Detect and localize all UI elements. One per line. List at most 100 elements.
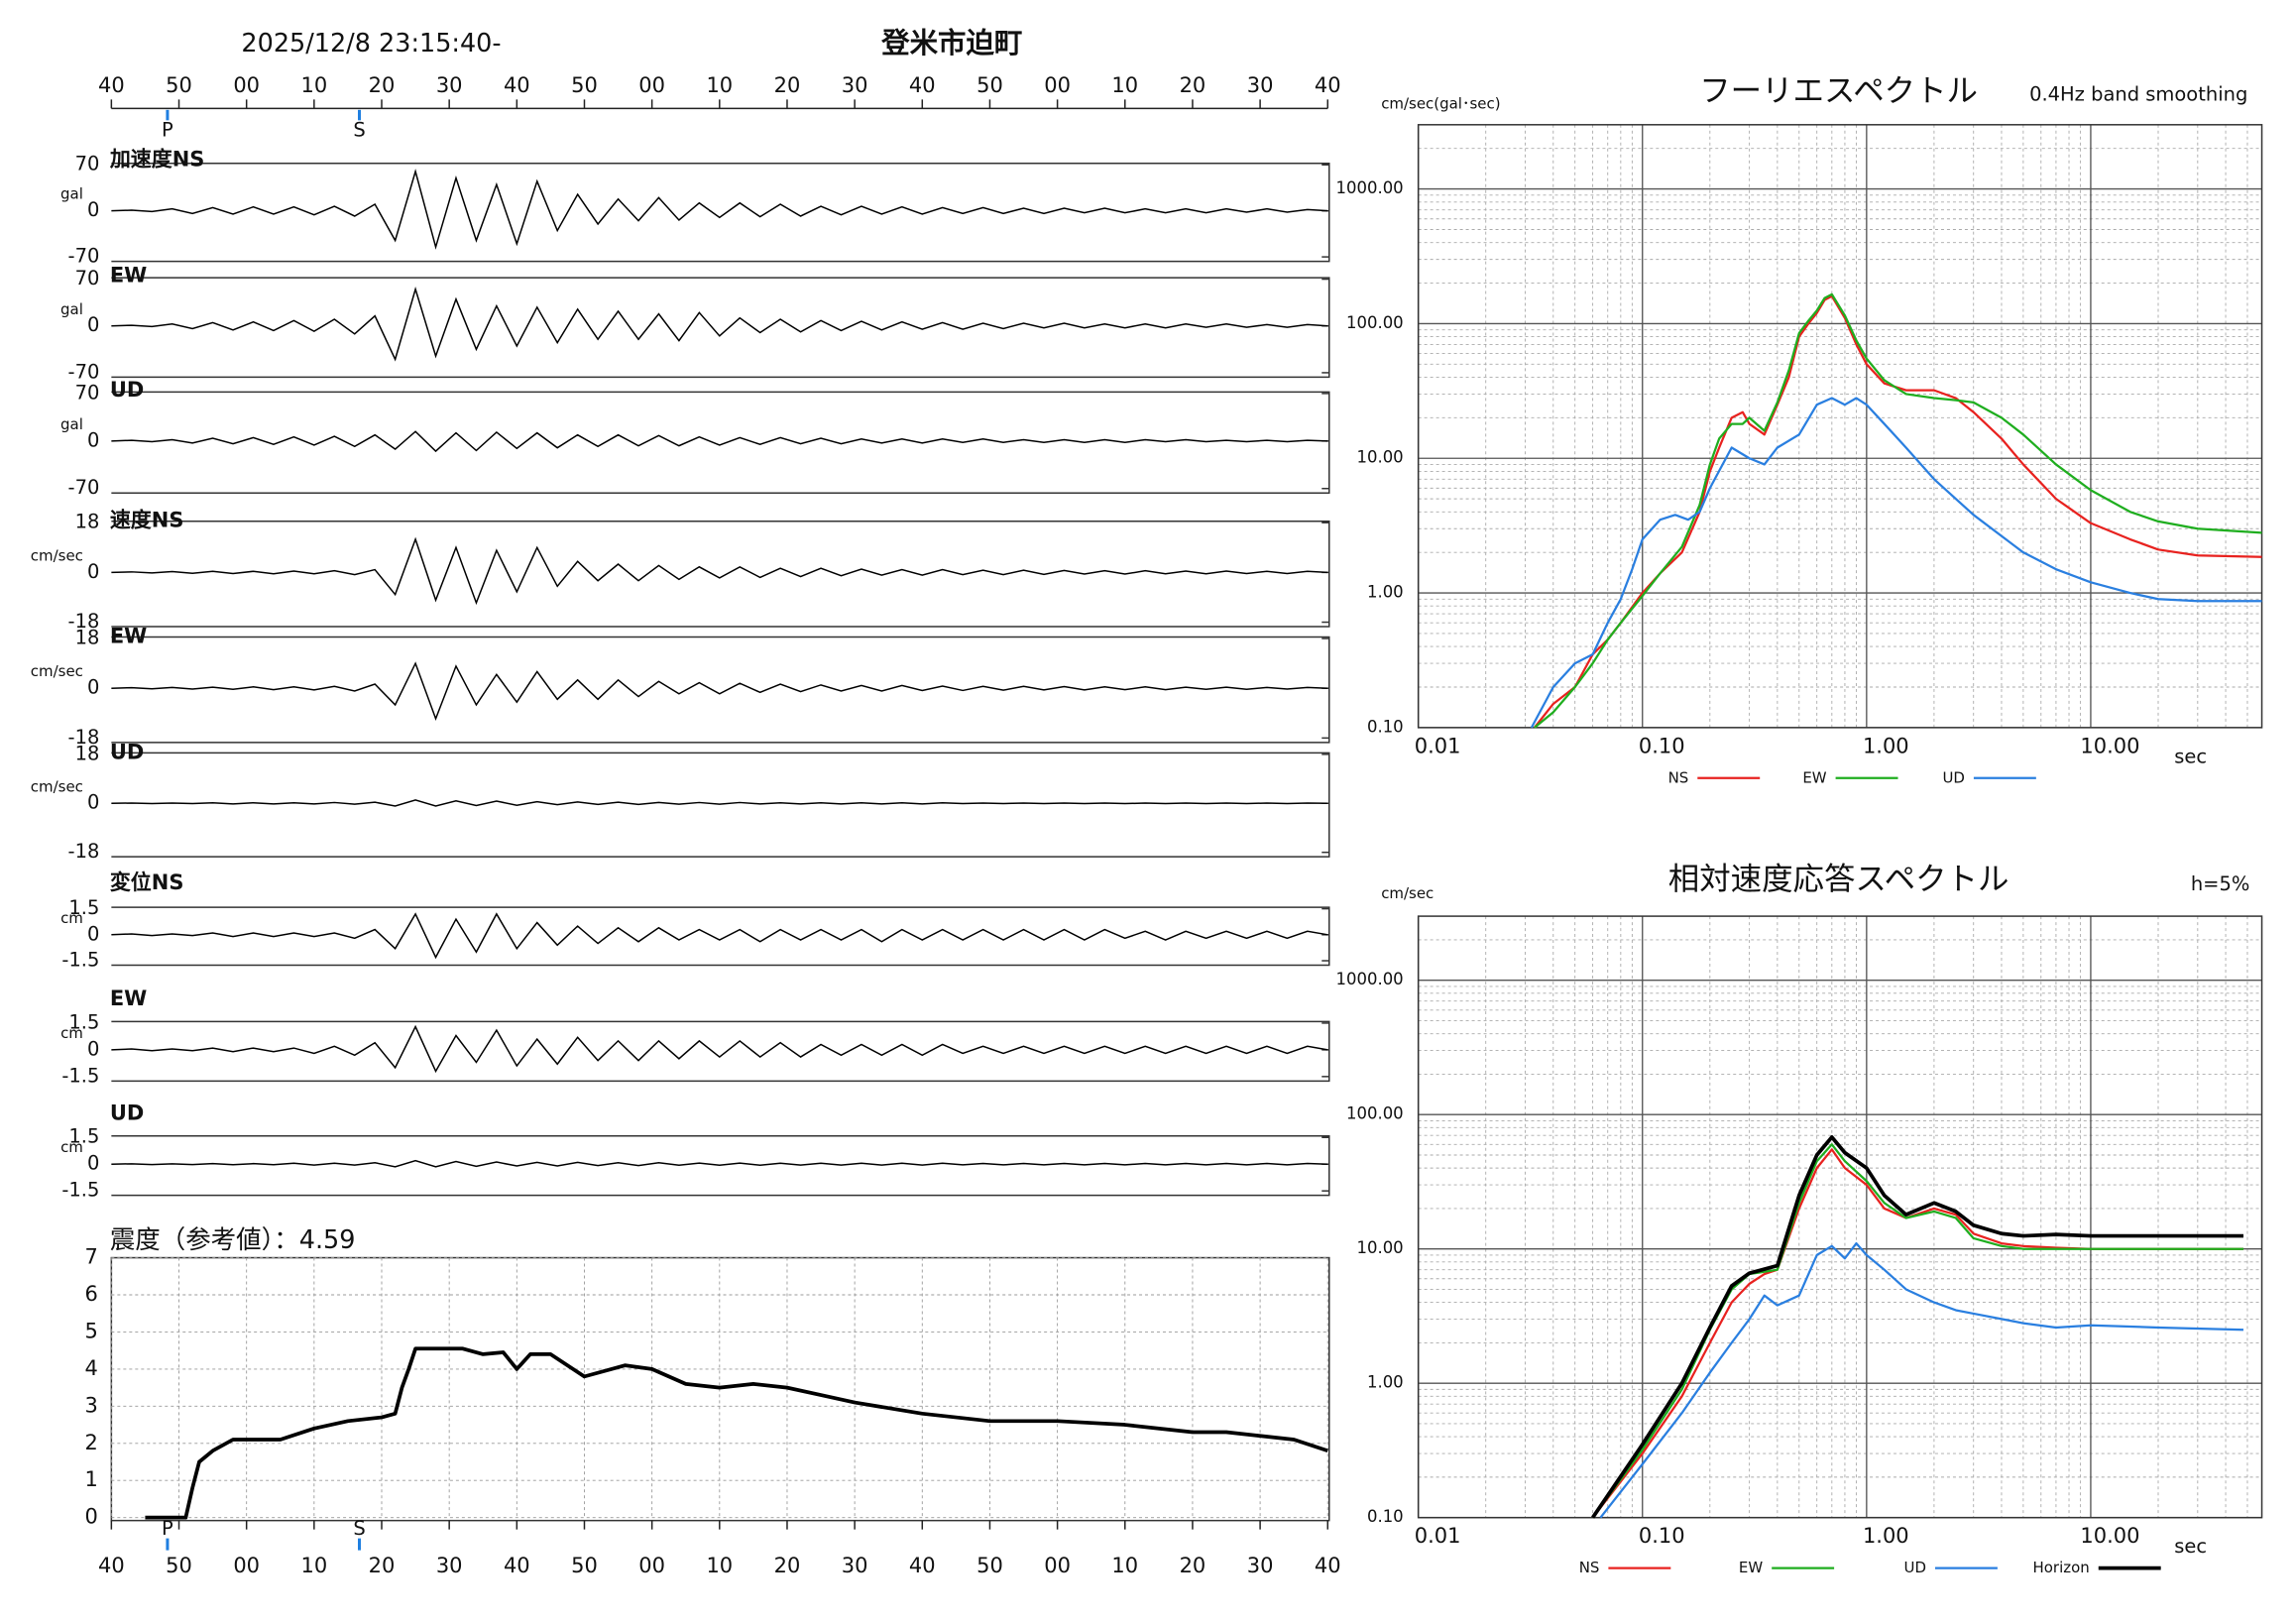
trace-unit: gal — [60, 415, 83, 433]
x-tick-label: 40 — [504, 73, 530, 97]
x-tick-label: 00 — [638, 1554, 665, 1577]
x-tick-label: 1.00 — [1863, 1524, 1909, 1548]
y-tick-label: 0.10 — [1367, 1507, 1404, 1526]
y-tick-label: 0 — [87, 198, 99, 221]
waveform — [111, 1024, 1328, 1074]
y-tick-label: 0 — [87, 922, 99, 945]
chart-subtitle: 0.4Hz band smoothing — [2029, 82, 2247, 105]
x-tick-label: 1.00 — [1863, 734, 1909, 757]
x-tick-label: 40 — [98, 73, 125, 97]
y-tick-label: 1.5 — [68, 1010, 99, 1033]
y-tick-label: -18 — [68, 726, 100, 749]
trace-title: EW — [110, 264, 147, 288]
x-tick-label: 20 — [1180, 73, 1206, 97]
x-tick-label: 0.01 — [1415, 734, 1461, 757]
y-tick-label: -1.5 — [61, 1064, 99, 1087]
y-tick-label: -70 — [68, 360, 100, 383]
y-tick-label: 4 — [85, 1356, 98, 1380]
trace-title: 速度NS — [110, 509, 184, 532]
plot-frame — [1417, 915, 2263, 1519]
legend-label: NS — [1579, 1559, 1600, 1576]
x-tick-label: 40 — [98, 1554, 125, 1577]
x-tick-label: 20 — [369, 73, 396, 97]
y-axis-label: cm/sec(gal･sec) — [1381, 94, 1500, 112]
x-tick-label: 00 — [1044, 1554, 1071, 1577]
y-tick-label: 1.00 — [1367, 583, 1404, 602]
phase-label: S — [353, 1517, 365, 1540]
y-tick-label: 18 — [75, 511, 100, 533]
waveform — [111, 799, 1328, 807]
y-tick-label: 0 — [87, 313, 99, 336]
y-tick-label: 0 — [85, 1505, 98, 1529]
x-tick-label: 20 — [1180, 1554, 1206, 1577]
x-tick-label: 30 — [1247, 73, 1274, 97]
chart-title: 相対速度応答スペクトル — [1668, 862, 2009, 897]
x-tick-label: 30 — [436, 1554, 463, 1577]
trace-title: 加速度NS — [109, 148, 205, 172]
x-tick-label: 30 — [842, 1554, 868, 1577]
x-tick-label: 50 — [571, 1554, 598, 1577]
y-tick-label: 2 — [85, 1431, 98, 1454]
trace-title: EW — [110, 625, 147, 648]
trace-frame — [111, 277, 1330, 379]
y-tick-label: 10.00 — [1357, 448, 1404, 467]
x-tick-label: 10 — [706, 73, 733, 97]
y-tick-label: 0 — [87, 1037, 99, 1060]
legend-label: UD — [1942, 768, 1964, 786]
phase-label: S — [353, 118, 365, 141]
trace-unit: gal — [60, 185, 83, 203]
y-tick-label: -1.5 — [61, 949, 99, 972]
trace-frame — [111, 391, 1330, 494]
x-tick-label: 10 — [300, 73, 327, 97]
x-tick-label: 00 — [638, 73, 665, 97]
x-tick-label: 00 — [233, 1554, 260, 1577]
x-axis-label: sec — [2174, 745, 2207, 767]
x-tick-label: 10.00 — [2080, 734, 2139, 757]
x-tick-label: 40 — [909, 73, 936, 97]
trace-unit: cm/sec — [31, 777, 83, 795]
x-tick-label: 20 — [774, 73, 801, 97]
y-tick-label: 3 — [85, 1393, 98, 1417]
chart-title: 震度（参考値）：4.59 — [110, 1225, 356, 1255]
trace-title: UD — [110, 378, 144, 402]
x-tick-label: 40 — [909, 1554, 936, 1577]
spectrum-line — [1591, 1148, 2243, 1519]
trace-frame — [111, 752, 1330, 858]
spectrum-line — [1534, 292, 2262, 729]
x-tick-label: 0.01 — [1415, 1524, 1461, 1548]
legend-label: UD — [1903, 1559, 1925, 1576]
x-tick-label: 10 — [300, 1554, 327, 1577]
trace-title: UD — [110, 740, 144, 763]
x-tick-label: 30 — [842, 73, 868, 97]
spectrum-line — [1591, 1135, 2243, 1519]
waveform — [111, 430, 1328, 453]
waveform — [111, 661, 1328, 721]
datetime: 2025/12/8 23:15:40- — [241, 29, 501, 58]
y-tick-label: 100.00 — [1346, 1104, 1404, 1123]
chart-title: フーリエスペクトル — [1699, 73, 1978, 109]
spectrum-line — [1534, 294, 2262, 729]
trace-unit: cm — [60, 1138, 83, 1156]
legend-label: EW — [1802, 768, 1826, 786]
trace-unit: gal — [60, 300, 83, 318]
y-tick-label: -18 — [68, 610, 100, 633]
y-tick-label: 18 — [75, 742, 100, 764]
x-tick-label: 0.10 — [1639, 1524, 1685, 1548]
trace-unit: cm/sec — [31, 662, 83, 680]
legend-label: NS — [1668, 768, 1689, 786]
waveform — [111, 912, 1328, 960]
y-tick-label: 1.5 — [68, 896, 99, 919]
y-tick-label: 70 — [75, 381, 100, 404]
x-tick-label: 50 — [976, 73, 1003, 97]
trace-unit: cm/sec — [31, 546, 83, 564]
spectrum-line — [1599, 1241, 2243, 1519]
y-tick-label: 7 — [85, 1245, 98, 1269]
x-tick-label: 10.00 — [2080, 1524, 2139, 1548]
y-tick-label: -70 — [68, 476, 100, 499]
legend-label: Horizon — [2033, 1559, 2090, 1576]
y-tick-label: 1.00 — [1367, 1373, 1404, 1392]
y-tick-label: 6 — [85, 1282, 98, 1306]
waveform — [111, 169, 1328, 250]
phase-label: P — [162, 118, 173, 141]
